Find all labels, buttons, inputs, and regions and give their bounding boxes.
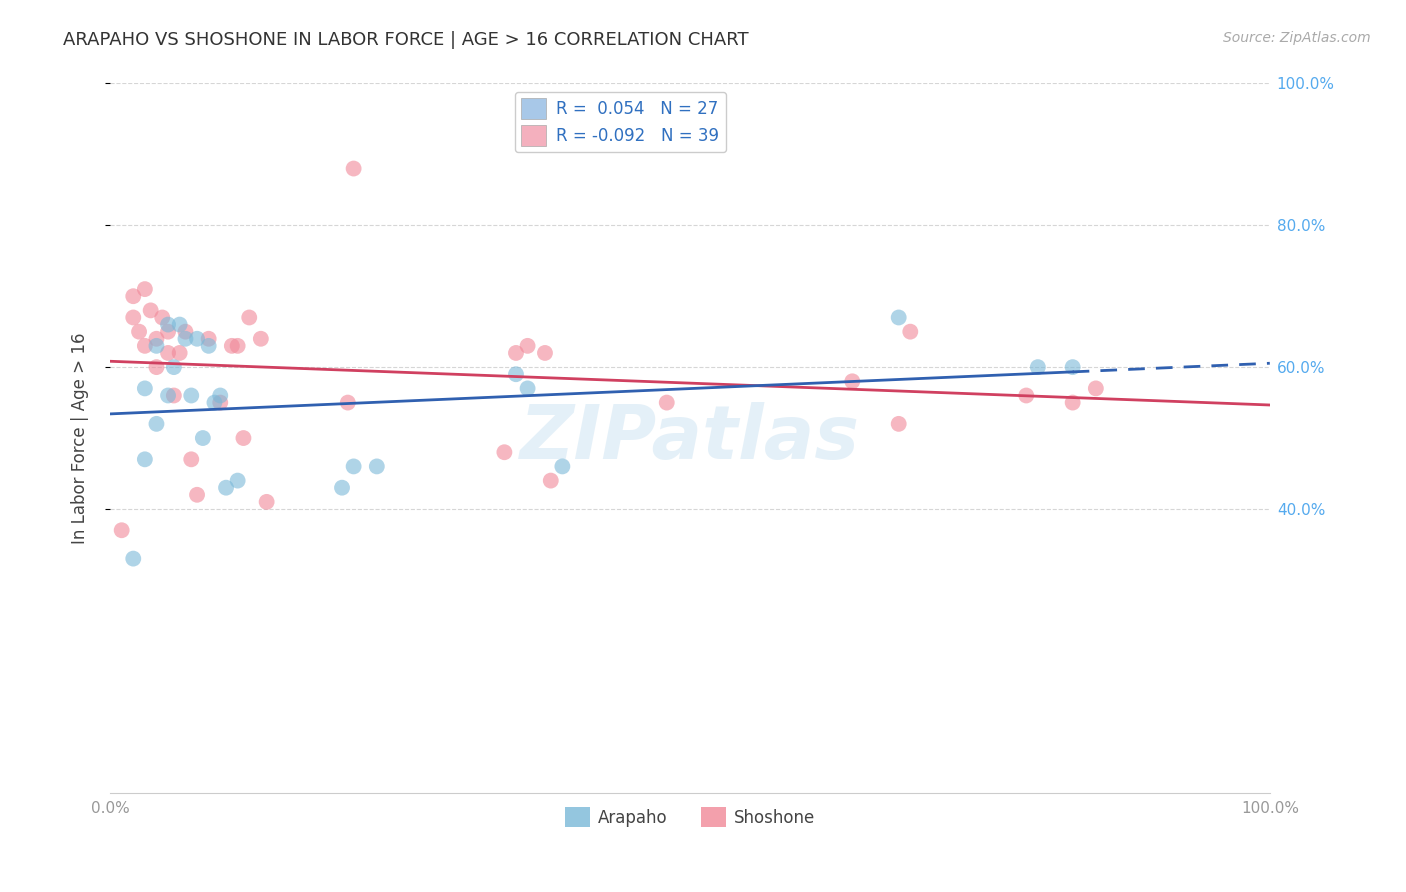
Point [516,339,538,353]
Point [343,459,366,474]
Point [157,318,180,332]
Point [145,360,167,375]
Point [197,339,219,353]
Point [494,445,516,459]
Point [139,303,162,318]
Point [209,395,232,409]
Point [215,481,238,495]
Point [174,332,197,346]
Point [134,381,156,395]
Point [256,495,278,509]
Point [330,481,353,495]
Text: Source: ZipAtlas.com: Source: ZipAtlas.com [1223,31,1371,45]
Point [134,282,156,296]
Point [191,431,214,445]
Point [534,346,557,360]
Point [145,339,167,353]
Point [134,339,156,353]
Point [145,332,167,346]
Point [122,551,145,566]
Point [145,417,167,431]
Point [134,452,156,467]
Point [157,325,180,339]
Point [163,388,186,402]
Point [841,374,863,388]
Point [197,332,219,346]
Point [157,346,180,360]
Point [1026,360,1049,375]
Y-axis label: In Labor Force | Age > 16: In Labor Force | Age > 16 [72,333,89,544]
Point [209,388,232,402]
Point [505,346,527,360]
Point [887,310,910,325]
Point [366,459,388,474]
Point [655,395,678,409]
Point [226,339,249,353]
Point [238,310,260,325]
Point [174,325,197,339]
Point [186,488,208,502]
Point [128,325,150,339]
Legend: Arapaho, Shoshone: Arapaho, Shoshone [558,800,823,834]
Point [169,346,191,360]
Point [186,332,208,346]
Point [226,474,249,488]
Point [232,431,254,445]
Point [180,388,202,402]
Point [343,161,366,176]
Point [505,368,527,382]
Point [157,388,180,402]
Point [551,459,574,474]
Point [898,325,921,339]
Point [516,381,538,395]
Text: ZIPatlas: ZIPatlas [520,401,860,475]
Point [150,310,173,325]
Text: ARAPAHO VS SHOSHONE IN LABOR FORCE | AGE > 16 CORRELATION CHART: ARAPAHO VS SHOSHONE IN LABOR FORCE | AGE… [63,31,749,49]
Point [180,452,202,467]
Point [250,332,273,346]
Point [1084,381,1107,395]
Point [336,395,359,409]
Point [204,395,226,409]
Point [169,318,191,332]
Point [1062,360,1084,375]
Point [887,417,910,431]
Point [122,310,145,325]
Point [1015,388,1038,402]
Point [1062,395,1084,409]
Point [221,339,243,353]
Point [163,360,186,375]
Point [111,523,134,537]
Point [122,289,145,303]
Point [540,474,562,488]
